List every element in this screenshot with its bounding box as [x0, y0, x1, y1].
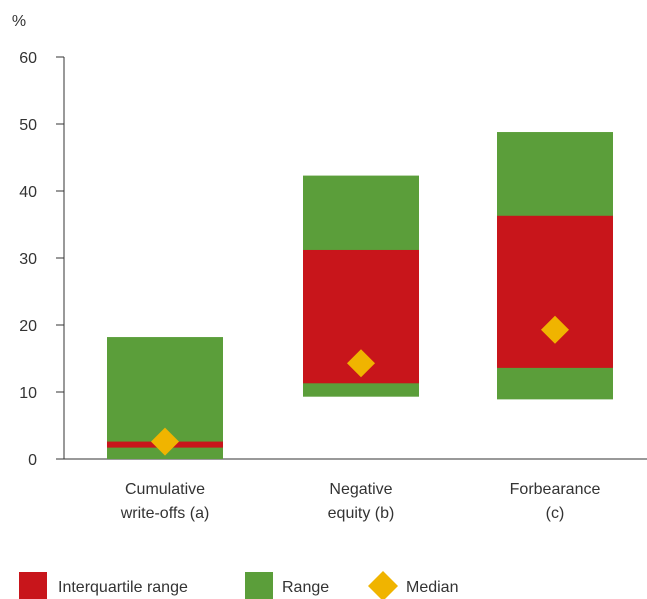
legend-label: Median	[406, 579, 458, 596]
x-category-label: write-offs (a)	[120, 505, 210, 522]
y-tick-label: 0	[28, 452, 37, 469]
x-category-label: Forbearance	[510, 481, 601, 498]
y-tick-label: 40	[19, 184, 37, 201]
y-tick-label: 50	[19, 117, 37, 134]
median-marker	[151, 427, 179, 456]
median-marker	[541, 315, 569, 344]
x-category-label: Negative	[329, 481, 392, 498]
legend-swatch	[245, 572, 273, 599]
x-category-label: Cumulative	[125, 481, 205, 498]
legend-median-swatch	[368, 571, 398, 599]
x-axis-category-labels: Cumulative write-offs (a) Negative equity (…	[120, 481, 601, 522]
y-axis-unit-label: %	[12, 13, 26, 30]
y-axis-ticks: 0 10 20 30 40 50 60	[19, 50, 64, 469]
y-tick-label: 20	[19, 318, 37, 335]
y-tick-label: 10	[19, 385, 37, 402]
legend-swatch	[19, 572, 47, 599]
interquartile-bar	[497, 215, 613, 368]
median-marker	[347, 349, 375, 378]
y-tick-label: 60	[19, 50, 37, 67]
legend-label: Range	[282, 579, 329, 596]
x-category-label: (c)	[546, 505, 565, 522]
plot-area	[107, 132, 613, 459]
legend: Interquartile range Range Median	[19, 571, 458, 599]
x-category-label: equity (b)	[328, 505, 395, 522]
legend-label: Interquartile range	[58, 579, 188, 596]
y-tick-label: 30	[19, 251, 37, 268]
